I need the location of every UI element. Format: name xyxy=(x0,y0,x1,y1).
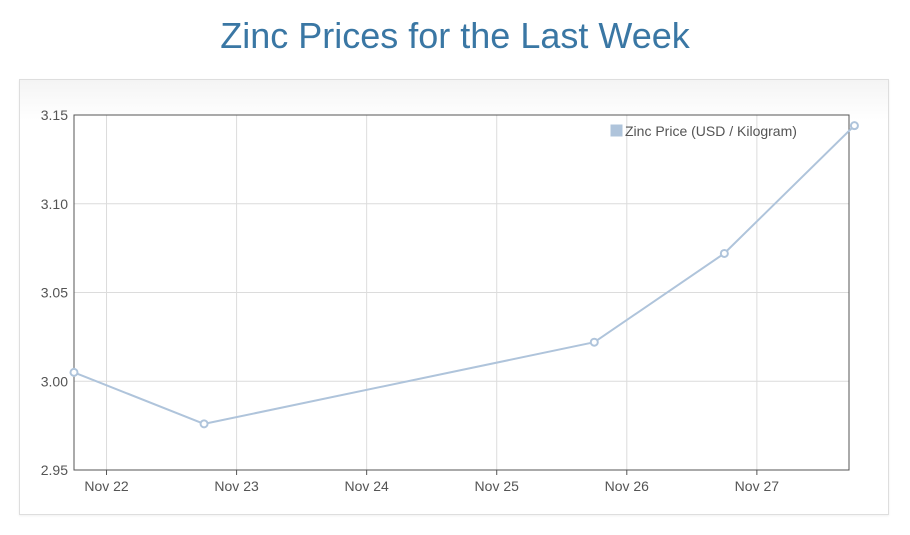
y-tick-label: 3.05 xyxy=(41,285,68,301)
data-point xyxy=(719,248,729,258)
line-chart: 2.95 3.00 3.05 3.10 3.15 Nov 22 Nov 23 Nov 24 No… xyxy=(41,107,859,494)
data-point xyxy=(589,337,599,347)
plot-frame xyxy=(73,114,850,471)
x-tick-label: Nov 26 xyxy=(605,478,650,494)
y-tick-label: 3.00 xyxy=(41,373,68,389)
chart-panel: 2.95 3.00 3.05 3.10 3.15 Nov 22 Nov 23 Nov 24 No… xyxy=(19,79,889,515)
legend-swatch xyxy=(609,123,624,138)
y-tick-label: 3.15 xyxy=(41,107,68,123)
y-tick-label: 3.10 xyxy=(41,196,68,212)
x-tick-label: Nov 23 xyxy=(214,478,259,494)
data-point xyxy=(199,419,209,429)
data-point xyxy=(849,121,859,131)
data-point xyxy=(69,367,79,377)
x-tick-label: Nov 24 xyxy=(344,478,389,494)
page-title: Zinc Prices for the Last Week xyxy=(220,15,690,56)
y-tick-label: 2.95 xyxy=(41,462,68,478)
x-tick-label: Nov 27 xyxy=(735,478,780,494)
legend-label: Zinc Price (USD / Kilogram) xyxy=(625,123,797,139)
x-tick-label: Nov 25 xyxy=(475,478,520,494)
x-tick-label: Nov 22 xyxy=(84,478,129,494)
